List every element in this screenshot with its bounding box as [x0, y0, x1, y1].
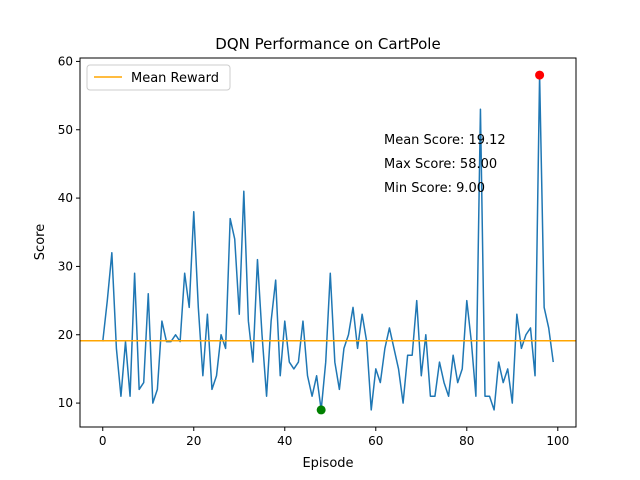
plot-area	[79, 57, 577, 428]
stats-annotation: Max Score: 58.00	[384, 157, 497, 172]
stats-annotations: Mean Score: 19.12 Max Score: 58.00 Min Sco…	[384, 133, 506, 196]
legend: Mean Reward	[86, 64, 231, 91]
x-axis: 0 20 40 60 80 100	[99, 427, 569, 448]
x-tick-label: 60	[368, 434, 383, 448]
x-tick-label: 80	[459, 434, 474, 448]
legend-box	[86, 64, 231, 91]
y-tick-label: 10	[58, 396, 73, 410]
x-tick-label: 0	[99, 434, 107, 448]
y-axis-label: Score	[33, 224, 48, 260]
x-tick-label: 100	[546, 434, 569, 448]
x-tick-label: 40	[277, 434, 292, 448]
max-score-marker	[535, 70, 545, 80]
stats-annotation: Mean Score: 19.12	[384, 133, 506, 148]
chart-title: DQN Performance on CartPole	[215, 35, 440, 53]
x-tick-label: 20	[186, 434, 201, 448]
legend-label: Mean Reward	[131, 71, 219, 86]
plot-content	[80, 70, 576, 415]
y-tick-label: 20	[58, 328, 73, 342]
y-tick-label: 30	[58, 259, 73, 273]
min-score-marker	[316, 405, 326, 415]
axes-frame	[79, 57, 577, 428]
series-line-0	[102, 74, 554, 411]
y-axis: 10 20 30 40 50 60	[58, 54, 80, 410]
x-axis-label: Episode	[302, 456, 353, 471]
y-tick-label: 60	[58, 54, 73, 68]
y-tick-label: 40	[58, 191, 73, 205]
stats-annotation: Min Score: 9.00	[384, 181, 485, 196]
y-tick-label: 50	[58, 123, 73, 137]
